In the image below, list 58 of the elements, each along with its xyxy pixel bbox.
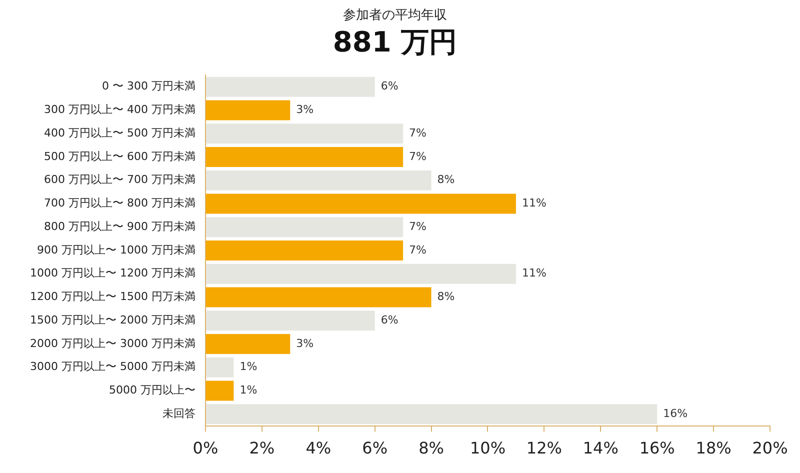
bar	[206, 147, 404, 167]
data-label: 11%	[522, 266, 546, 280]
y-tick-label: 700 万円以上〜 800 万円未満	[44, 196, 196, 210]
y-tick-label: 2000 万円以上〜 3000 万円未満	[30, 336, 196, 350]
data-label: 8%	[437, 290, 455, 304]
y-tick-label: 5000 万円以上〜	[108, 384, 196, 397]
y-tick-label: 未回答	[162, 406, 196, 420]
y-tick-label: 3000 万円以上〜 5000 万円未満	[30, 360, 196, 374]
y-tick-label: 500 万円以上〜 600 万円未満	[44, 150, 196, 163]
x-tick-label: 8%	[418, 438, 444, 458]
x-tick-label: 0%	[192, 438, 218, 458]
bar	[206, 100, 290, 120]
data-label: 7%	[409, 150, 427, 163]
data-label: 16%	[663, 406, 688, 420]
y-tick-label: 800 万円以上〜 900 万円未満	[44, 220, 196, 233]
data-label: 3%	[296, 103, 314, 116]
bar	[206, 240, 404, 260]
data-label: 7%	[409, 220, 427, 233]
bar	[206, 287, 432, 308]
x-tick-label: 10%	[470, 438, 506, 458]
x-tick-label: 18%	[696, 438, 732, 458]
y-tick-label: 0 〜 300 万円未満	[102, 80, 196, 93]
bar	[206, 310, 375, 331]
bar	[206, 194, 516, 214]
bar	[206, 334, 290, 354]
data-label: 8%	[437, 173, 455, 186]
data-label: 11%	[522, 196, 546, 210]
x-tick-label: 14%	[582, 438, 618, 458]
x-tick-label: 16%	[639, 438, 675, 458]
data-label: 1%	[240, 360, 258, 374]
data-label: 6%	[380, 313, 398, 326]
bar	[206, 76, 375, 97]
y-tick-label: 400 万円以上〜 500 万円未満	[44, 126, 196, 140]
y-tick-label: 1500 万円以上〜 2000 万円未満	[30, 313, 196, 326]
data-label: 7%	[409, 126, 427, 140]
x-tick-label: 20%	[752, 438, 788, 458]
bar	[206, 264, 516, 284]
data-label: 3%	[296, 336, 314, 350]
y-tick-label: 1000 万円以上〜 1200 万円未満	[30, 266, 196, 280]
chart-title: 参加者の平均年収	[343, 8, 447, 24]
data-label: 7%	[409, 243, 427, 256]
chart-subtitle: 881 万円	[332, 26, 458, 59]
bar	[206, 217, 404, 238]
bar	[206, 170, 432, 190]
y-tick-label: 300 万円以上〜 400 万円未満	[44, 103, 196, 116]
x-tick-label: 2%	[249, 438, 275, 458]
bar	[206, 404, 658, 424]
bar	[206, 124, 404, 144]
x-tick-label: 4%	[306, 438, 332, 458]
data-label: 6%	[380, 80, 398, 93]
bar	[206, 380, 234, 401]
y-tick-label: 600 万円以上〜 700 万円未満	[44, 173, 196, 186]
x-tick-label: 12%	[526, 438, 562, 458]
x-tick-label: 6%	[362, 438, 388, 458]
y-tick-label: 1200 万円以上〜 1500 円万未満	[30, 290, 196, 304]
y-tick-label: 900 万円以上〜 1000 万円未満	[36, 243, 196, 256]
bar	[206, 357, 234, 378]
data-label: 1%	[240, 384, 258, 397]
